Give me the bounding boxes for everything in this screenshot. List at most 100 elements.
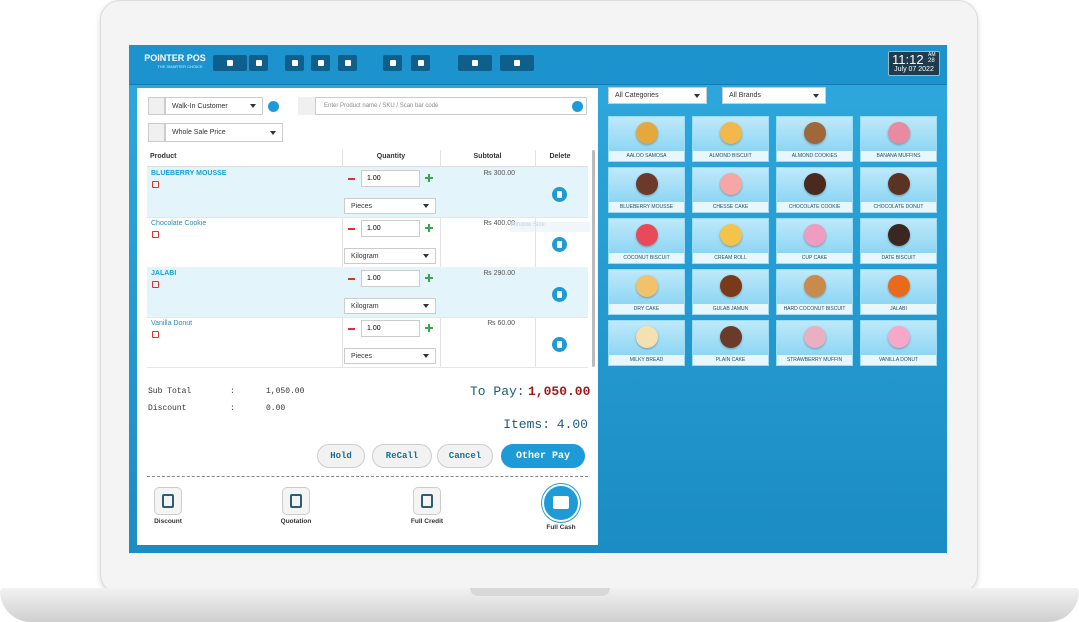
qty-input[interactable]: 1.00 (361, 170, 420, 187)
action-icon[interactable] (413, 487, 441, 515)
product-tile[interactable]: MILKY BREAD (608, 320, 685, 366)
qty-input[interactable]: 1.00 (361, 220, 420, 237)
product-image (720, 326, 742, 348)
delete-button[interactable] (552, 337, 567, 352)
qty-input[interactable]: 1.00 (361, 270, 420, 287)
qty-minus[interactable] (348, 178, 355, 180)
qty-minus[interactable] (348, 228, 355, 230)
product-image (804, 122, 826, 144)
qty-input[interactable]: 1.00 (361, 320, 420, 337)
clock-box (888, 51, 940, 76)
product-name: PLAIN CAKE (693, 355, 768, 365)
product-name: STRAWBERRY MUFFIN (777, 355, 852, 365)
header-button[interactable] (411, 55, 430, 71)
dashed-divider (147, 476, 588, 477)
product-tile[interactable]: DRY CAKE (608, 269, 685, 315)
unit-select[interactable]: Pieces (344, 348, 436, 364)
product-tile[interactable]: CHOCOLATE DONUT (860, 167, 937, 213)
product-tile[interactable]: ALMOND COOKIES (776, 116, 853, 162)
row-subtotal: ₨ 290.00 (483, 270, 515, 277)
unit-select[interactable]: Kilogram (344, 298, 436, 314)
product-tile[interactable]: ALMOND BISCUIT (692, 116, 769, 162)
header-button[interactable] (213, 55, 247, 71)
action-label: Full Cash (546, 524, 576, 531)
header-button[interactable] (500, 55, 534, 71)
product-name: Vanilla Donut (151, 320, 193, 327)
price-select[interactable]: Whole Sale Price (165, 123, 283, 142)
row-divider (147, 217, 588, 218)
add-customer[interactable] (268, 101, 279, 112)
header-button[interactable] (311, 55, 330, 71)
header-button[interactable] (285, 55, 304, 71)
product-tile[interactable]: CHOCOLATE COOKIE (776, 167, 853, 213)
product-tile[interactable]: AALOO SAMOSA (608, 116, 685, 162)
product-tile[interactable]: CUP CAKE (776, 218, 853, 264)
qty-plus-v[interactable] (428, 324, 430, 332)
action-button[interactable]: Cancel (437, 444, 493, 468)
product-tile[interactable]: JALABI (860, 269, 937, 315)
header-button[interactable] (249, 55, 268, 71)
product-tile[interactable]: CHESSE CAKE (692, 167, 769, 213)
edit-icon[interactable] (152, 331, 159, 338)
edit-icon[interactable] (152, 281, 159, 288)
header-button[interactable] (383, 55, 402, 71)
qty-plus-v[interactable] (428, 274, 430, 282)
column-header: Subtotal (473, 153, 502, 160)
product-name: BANANA MUFFINS (861, 151, 936, 161)
qty-minus[interactable] (348, 328, 355, 330)
row-divider (147, 317, 588, 318)
product-tile[interactable]: STRAWBERRY MUFFIN (776, 320, 853, 366)
product-tile[interactable]: PLAIN CAKE (692, 320, 769, 366)
table-header (147, 150, 588, 167)
product-tile[interactable]: BANANA MUFFINS (860, 116, 937, 162)
product-image (636, 275, 658, 297)
row-subtotal: ₨ 300.00 (483, 170, 515, 177)
button-label: Other Pay (515, 450, 570, 462)
action-button[interactable]: Other Pay (501, 444, 585, 468)
delete-button[interactable] (552, 237, 567, 252)
qty-plus-v[interactable] (428, 224, 430, 232)
unit-select[interactable]: Pieces (344, 198, 436, 214)
add-product[interactable] (572, 101, 583, 112)
product-name: COCONUT BISCUIT (609, 253, 684, 263)
product-tile[interactable]: HARD COCONUT BISCUIT (776, 269, 853, 315)
header-button-icon (417, 60, 424, 66)
action-icon[interactable] (154, 487, 182, 515)
laptop-notch (470, 588, 610, 596)
product-name: HARD COCONUT BISCUIT (777, 304, 852, 314)
qty-plus-v[interactable] (428, 174, 430, 182)
action-button[interactable]: Hold (317, 444, 365, 468)
separator: : (230, 387, 235, 396)
product-name: BLUEBERRY MOUSSE (151, 170, 227, 177)
qty-minus[interactable] (348, 278, 355, 280)
delete-button[interactable] (552, 187, 567, 202)
product-tile[interactable]: COCONUT BISCUIT (608, 218, 685, 264)
edit-icon[interactable] (152, 181, 159, 188)
action-icon[interactable] (282, 487, 310, 515)
header-button[interactable] (458, 55, 492, 71)
product-name: JALABI (151, 270, 177, 277)
product-image (636, 173, 658, 195)
product-tile[interactable]: DATE BISCUIT (860, 218, 937, 264)
edit-icon[interactable] (152, 231, 159, 238)
product-image (804, 173, 826, 195)
customer-select[interactable]: Walk-In Customer (165, 97, 263, 115)
product-tile[interactable]: CREAM ROLL (692, 218, 769, 264)
header-button-icon (344, 60, 351, 66)
brand-filter[interactable]: All Brands (722, 87, 826, 104)
product-tile[interactable]: VANILLA DONUT (860, 320, 937, 366)
items-label: Items: (503, 417, 550, 432)
delete-button[interactable] (552, 287, 567, 302)
product-name: CHOCOLATE COOKIE (777, 202, 852, 212)
category-filter[interactable]: All Categories (608, 87, 707, 104)
product-tile[interactable]: GULAB JAMUN (692, 269, 769, 315)
product-tile[interactable]: BLUEBERRY MOUSSE (608, 167, 685, 213)
action-button[interactable]: ReCall (372, 444, 432, 468)
scrollbar (592, 150, 595, 367)
unit-select[interactable]: Kilogram (344, 248, 436, 264)
action-label: Full Credit (410, 518, 444, 525)
app-screen: POINTER POS THE SMARTER CHOICE 11:12 AM 28 Ju… (129, 45, 947, 553)
header-button[interactable] (338, 55, 357, 71)
